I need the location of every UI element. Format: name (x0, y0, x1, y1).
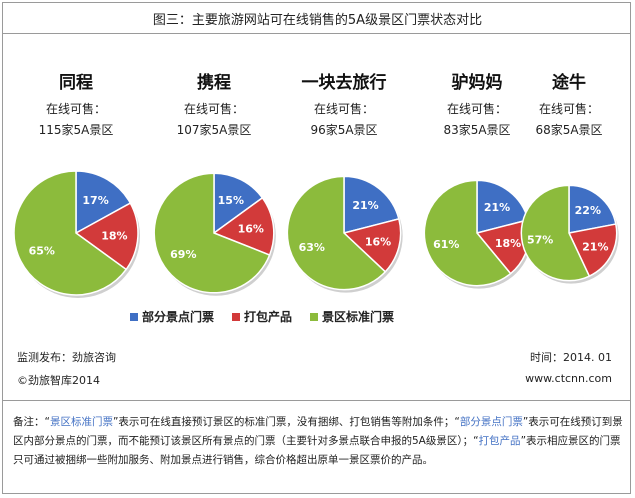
slice-label: 17% (82, 194, 108, 207)
site-subtitle: 在线可售： (538, 102, 599, 116)
pie-slice (13, 170, 128, 296)
pie-3: 21% 18% 61% (423, 179, 532, 289)
note-part-4: ”表示相应景区的门票只可通过被捆绑一些附加服务、附加景点进行销售，综合价格超出原… (13, 435, 621, 466)
pie-0: 17% 18% 65% (13, 170, 140, 298)
note-part-3: ”表示可在线预订到景区内部分景点的门票，而不能预订该景区所有景点的门票（主要针对… (13, 416, 623, 447)
pie-slice (520, 184, 591, 282)
site-count: 68家5A景区 (535, 123, 603, 137)
legend-item: 打包产品 (232, 308, 292, 325)
pie-slice (153, 172, 271, 294)
site-name: 驴妈妈 (451, 73, 503, 93)
pie-2: 21% 16% 63% (286, 175, 403, 293)
site-name: 途牛 (552, 73, 586, 93)
legend-swatch (130, 312, 138, 321)
pie-slice (213, 172, 264, 235)
slice-label: 57% (527, 233, 553, 246)
legend-label: 景区标准门票 (322, 310, 395, 324)
site-subtitle: 在线可售： (183, 102, 244, 116)
slice-label: 15% (218, 194, 244, 207)
slice-label: 16% (365, 236, 391, 249)
pie-column-4: 途牛在线可售： 68家5A景区 (504, 71, 630, 138)
slice-label: 21% (582, 240, 608, 253)
note-term-standard: 景区标准门票 (49, 416, 113, 428)
pie-charts: 17%18%65%15%16%69%21%16%63%21%18%61%22%2… (13, 170, 619, 298)
footer-divider (3, 400, 630, 401)
slice-label: 18% (101, 229, 127, 242)
pie-slice (343, 175, 400, 234)
note-part-2: ”表示可在线直接预订景区的标准门票，没有捆绑、打包销售等附加条件；“ (112, 416, 460, 428)
pie-slice (567, 223, 618, 278)
website-label: www.ctcnn.com (525, 372, 612, 385)
site-subtitle: 在线可售： (45, 102, 106, 116)
legend-swatch (310, 312, 319, 321)
slice-label: 22% (575, 204, 601, 217)
pie-column-3: 驴妈妈在线可售： 83家5A景区 (412, 71, 542, 138)
legend-label: 部分景点门票 (142, 310, 215, 324)
pie-column-0: 同程在线可售： 115家5A景区 (11, 71, 141, 138)
site-count: 83家5A景区 (443, 123, 511, 137)
pie-slice (423, 179, 512, 287)
legend-label: 打包产品 (244, 310, 293, 324)
slice-label: 21% (352, 199, 378, 212)
note-term-partial: 部分景点门票 (459, 416, 523, 428)
pie-column-2: 一块去旅行在线可售： 96家5A景区 (279, 71, 409, 138)
pie-4: 22% 21% 57% (520, 184, 619, 284)
pie-slice (568, 184, 617, 234)
slice-label: 63% (299, 241, 325, 254)
note-part-1: 备注：“ (13, 416, 50, 428)
copyright-label: ©劲旅智库2014 (17, 374, 100, 387)
note-text: 备注：“景区标准门票”表示可在线直接预订景区的标准门票，没有捆绑、打包销售等附加… (13, 413, 623, 470)
site-name: 一块去旅行 (301, 73, 387, 93)
pie-slice (342, 217, 402, 273)
chart-frame: 图三：主要旅游网站可在线销售的5A级景区门票状态对比 同程在线可售： 115家5A… (2, 2, 631, 494)
pie-slice (75, 170, 132, 235)
legend-item: 景区标准门票 (310, 308, 394, 325)
slice-label: 69% (170, 248, 196, 261)
pie-1: 15% 16% 69% (153, 172, 276, 296)
slice-label: 61% (433, 238, 459, 251)
slice-label: 21% (484, 201, 510, 214)
legend-swatch (232, 312, 241, 321)
note-term-package: 打包产品 (478, 435, 521, 447)
chart-legend: 部分景点门票 打包产品 景区标准门票 (130, 308, 394, 325)
site-subtitle: 在线可售： (313, 102, 374, 116)
pie-column-1: 携程在线可售： 107家5A景区 (149, 71, 279, 138)
pie-slice (74, 202, 139, 271)
site-name: 同程 (59, 73, 93, 93)
slice-label: 65% (29, 244, 55, 257)
slice-label: 16% (238, 222, 264, 235)
publisher-label: 监测发布：劲旅咨询 (17, 351, 116, 364)
chart-title: 图三：主要旅游网站可在线销售的5A级景区门票状态对比 (152, 13, 483, 28)
time-label: 时间：2014. 01 (530, 351, 612, 364)
site-subtitle: 在线可售： (446, 102, 507, 116)
site-name: 携程 (197, 73, 231, 93)
slice-label: 18% (495, 237, 521, 250)
pie-slice (286, 175, 387, 291)
pie-slice (212, 196, 275, 256)
site-count: 107家5A景区 (176, 123, 252, 137)
site-count: 96家5A景区 (310, 123, 378, 137)
legend-item: 部分景点门票 (130, 308, 214, 325)
title-divider (3, 33, 630, 34)
site-count: 115家5A景区 (38, 123, 114, 137)
